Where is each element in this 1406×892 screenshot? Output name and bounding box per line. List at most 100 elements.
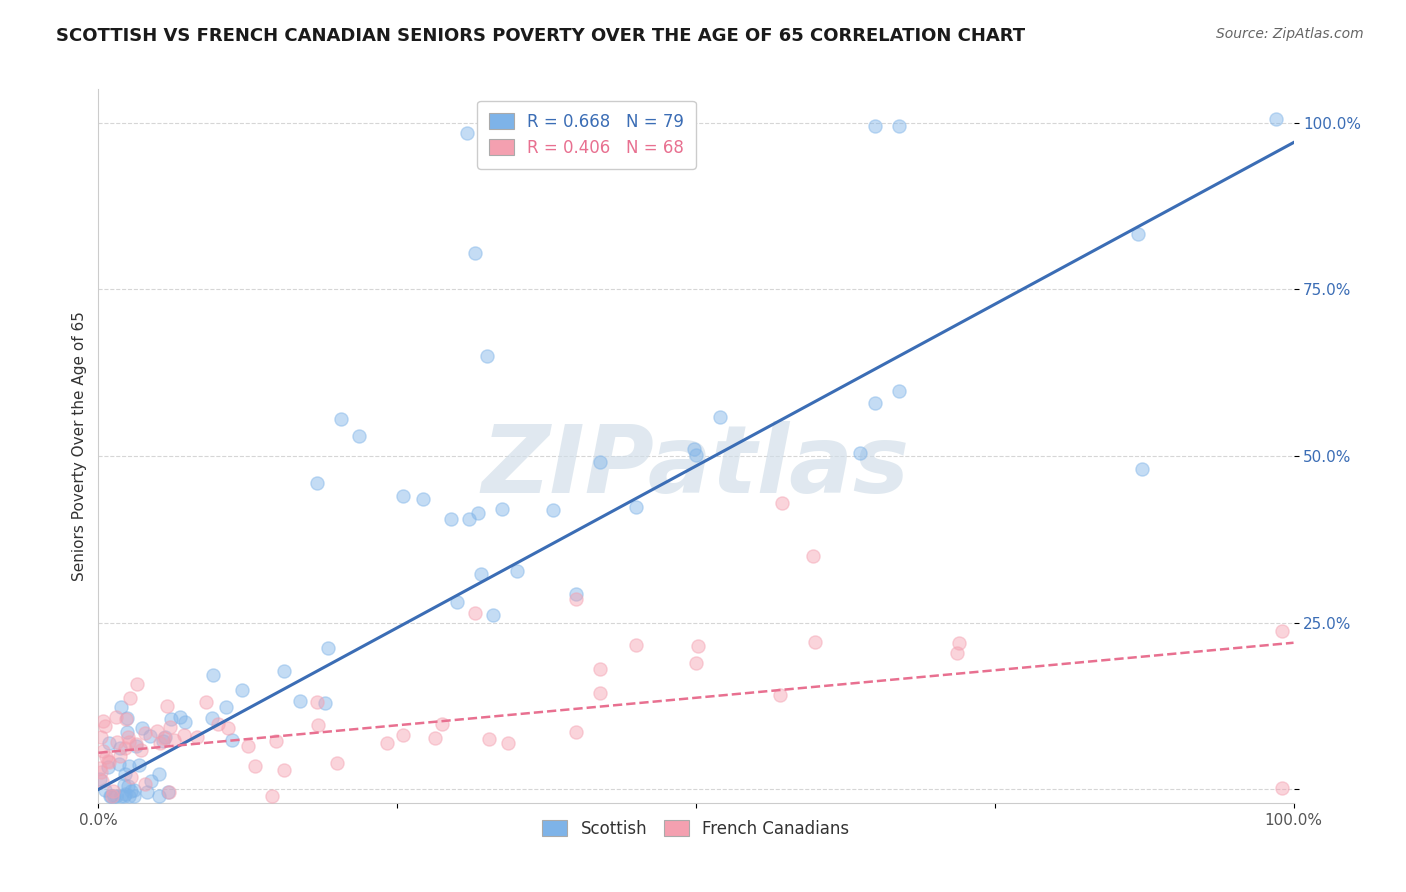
Point xyxy=(194,695,217,709)
Point xyxy=(98,755,121,769)
Point xyxy=(865,396,887,410)
Point xyxy=(481,607,505,622)
Point xyxy=(945,646,967,660)
Point xyxy=(1128,227,1150,241)
Point xyxy=(709,409,731,424)
Point xyxy=(458,512,481,526)
Point xyxy=(117,780,139,794)
Point xyxy=(114,741,136,756)
Point xyxy=(330,412,353,426)
Point xyxy=(288,694,311,708)
Point xyxy=(804,635,827,649)
Point xyxy=(100,789,122,804)
Point xyxy=(865,119,887,133)
Point xyxy=(115,712,138,726)
Point xyxy=(118,691,141,706)
Point xyxy=(464,245,486,260)
Point xyxy=(1271,781,1294,796)
Point xyxy=(589,662,612,676)
Point xyxy=(131,721,153,735)
Point xyxy=(236,739,259,753)
Point xyxy=(481,126,505,140)
Point xyxy=(145,724,167,739)
Point xyxy=(207,716,229,731)
Point xyxy=(169,710,191,724)
Point xyxy=(94,719,117,733)
Point xyxy=(91,714,114,729)
Point xyxy=(148,789,170,804)
Point xyxy=(273,665,295,679)
Point xyxy=(1271,624,1294,638)
Point xyxy=(115,711,138,725)
Point xyxy=(90,765,112,780)
Point xyxy=(94,750,117,764)
Point xyxy=(326,756,349,771)
Point xyxy=(266,734,288,748)
Point xyxy=(202,667,225,681)
Point xyxy=(128,758,150,772)
Point xyxy=(93,744,115,758)
Point xyxy=(423,731,446,746)
Text: ZIPatlas: ZIPatlas xyxy=(482,421,910,514)
Point xyxy=(314,696,336,710)
Point xyxy=(120,771,142,785)
Point xyxy=(392,729,415,743)
Point xyxy=(541,502,564,516)
Point xyxy=(464,606,486,620)
Point xyxy=(118,789,141,804)
Point xyxy=(100,789,122,804)
Point xyxy=(105,735,128,749)
Point xyxy=(141,774,163,789)
Point xyxy=(506,564,529,578)
Text: Source: ZipAtlas.com: Source: ZipAtlas.com xyxy=(1216,27,1364,41)
Point xyxy=(105,789,128,804)
Point xyxy=(1264,112,1286,127)
Point xyxy=(565,587,588,601)
Point xyxy=(307,718,329,732)
Point xyxy=(565,725,588,739)
Point xyxy=(201,711,224,725)
Point xyxy=(243,759,266,773)
Point xyxy=(768,688,790,702)
Point xyxy=(307,695,329,709)
Point xyxy=(157,785,180,799)
Point xyxy=(118,735,141,749)
Point xyxy=(156,699,179,714)
Point xyxy=(104,710,127,724)
Point xyxy=(101,784,124,798)
Point xyxy=(801,549,824,563)
Point xyxy=(120,783,142,797)
Point xyxy=(110,789,132,804)
Point xyxy=(94,783,117,797)
Point xyxy=(134,725,156,739)
Point xyxy=(1130,462,1153,476)
Point xyxy=(129,743,152,757)
Point xyxy=(108,748,131,763)
Point xyxy=(117,758,139,772)
Point xyxy=(174,714,197,729)
Point xyxy=(260,789,283,804)
Point xyxy=(157,784,180,798)
Point xyxy=(112,778,135,792)
Point xyxy=(122,782,145,797)
Y-axis label: Seniors Poverty Over the Age of 65: Seniors Poverty Over the Age of 65 xyxy=(72,311,87,581)
Point xyxy=(475,349,498,363)
Point xyxy=(89,772,111,787)
Point xyxy=(491,502,513,516)
Point xyxy=(108,757,131,772)
Point xyxy=(173,728,195,742)
Point xyxy=(307,475,329,490)
Point xyxy=(626,638,648,652)
Point xyxy=(685,448,707,462)
Point xyxy=(149,736,172,750)
Point xyxy=(589,455,612,469)
Point xyxy=(589,686,612,700)
Point xyxy=(160,712,183,726)
Point xyxy=(186,730,208,744)
Point xyxy=(273,763,295,777)
Point xyxy=(112,789,135,804)
Point xyxy=(114,787,136,801)
Point xyxy=(682,442,704,457)
Point xyxy=(153,730,176,744)
Point xyxy=(215,700,238,714)
